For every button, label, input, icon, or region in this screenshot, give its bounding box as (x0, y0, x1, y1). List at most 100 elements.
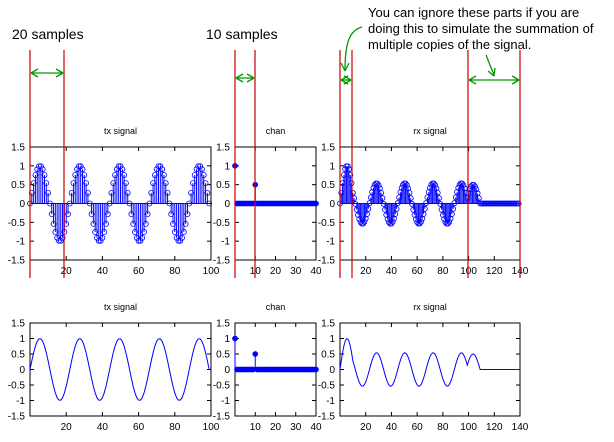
y-tick-label: 1 (329, 334, 335, 345)
plot-title: chan (266, 126, 286, 136)
x-tick-label: 100 (460, 422, 477, 433)
x-tick-label: 40 (310, 266, 322, 277)
sample-marker (166, 200, 173, 207)
y-tick-label: -1 (221, 396, 230, 407)
sample-marker (170, 220, 176, 227)
sample-marker (188, 189, 194, 196)
sample-marker (180, 229, 187, 235)
ten-samples-label: 10 samples (206, 26, 278, 42)
sample-marker (45, 189, 51, 196)
y-tick-label: 0.5 (11, 180, 25, 191)
y-tick-label: 1.5 (216, 319, 230, 330)
x-tick-label: 60 (133, 266, 145, 277)
sample-marker (121, 172, 128, 178)
y-tick-label: 1 (19, 161, 25, 172)
y-tick-label: -0.5 (8, 218, 26, 229)
x-tick-label: 40 (386, 266, 398, 277)
sample-marker (101, 229, 108, 235)
y-tick-label: 0.5 (321, 350, 335, 361)
plot-panel-5: chan 1.5 1 0.5 0 -0.5 -1 -1.5 10 20 30 40 (213, 302, 322, 433)
span-arrow (235, 73, 255, 83)
x-tick-label: 120 (486, 422, 503, 433)
sample-marker (113, 166, 120, 173)
sample-marker (48, 211, 55, 218)
sample-marker (110, 180, 117, 187)
sample-marker (182, 220, 189, 227)
sample-marker (117, 163, 124, 170)
sample-marker (432, 182, 439, 189)
sample-marker (515, 200, 522, 207)
sample-marker (70, 180, 77, 187)
x-tick-label: 100 (203, 266, 220, 277)
sample-marker (434, 189, 441, 196)
sample-marker (83, 180, 90, 187)
sample-marker (99, 234, 106, 241)
y-tick-label: -0.5 (213, 381, 231, 392)
plot-frame (29, 322, 212, 417)
y-tick-label: 0 (329, 365, 335, 376)
impulse-marker (313, 200, 319, 207)
sample-marker (74, 166, 80, 173)
sample-marker (459, 180, 466, 187)
sample-marker (85, 189, 91, 196)
note-line-1: You can ignore these parts if you are (368, 5, 579, 20)
y-tick-label: 1.5 (216, 143, 230, 154)
signal-series (339, 338, 519, 387)
y-tick-label: 0.5 (216, 180, 230, 191)
span-arrow (340, 75, 352, 85)
sample-marker (378, 189, 385, 196)
plot-panel-4: tx signal 1.5 1 0.5 0 -0.5 -1 -1.5 20 40 60 80 100 (8, 302, 220, 433)
y-tick-label: -0.5 (213, 218, 231, 229)
y-tick-label: -1.5 (213, 256, 231, 267)
y-tick-label: -1.5 (318, 412, 336, 423)
sample-marker (132, 229, 138, 235)
sample-marker (112, 172, 118, 178)
y-tick-label: 1 (224, 161, 230, 172)
overlay-layer (29, 26, 521, 278)
note-line-3: multiple copies of the signal. (368, 37, 531, 52)
sample-marker (65, 211, 71, 218)
sample-marker (184, 211, 191, 218)
sample-marker (104, 211, 111, 218)
y-tick-label: -1.5 (8, 256, 26, 267)
y-tick-label: 0.5 (321, 180, 335, 191)
y-tick-label: -1.5 (213, 412, 231, 423)
sample-marker (361, 218, 368, 225)
x-tick-label: 40 (97, 266, 109, 277)
sample-marker (460, 182, 467, 189)
span-arrow-head-right (55, 68, 64, 78)
sample-marker (57, 237, 64, 244)
sample-marker (119, 166, 126, 173)
sample-marker (195, 163, 202, 170)
sample-marker (388, 220, 395, 227)
note-pointer-arrowhead (340, 62, 350, 72)
sample-marker (418, 218, 424, 225)
sample-marker (30, 180, 37, 187)
span-arrow-head-right (511, 75, 520, 85)
y-tick-label: -0.5 (318, 218, 336, 229)
x-tick-label: 40 (386, 422, 398, 433)
y-tick-label: -0.5 (318, 381, 336, 392)
y-tick-label: 0.5 (216, 350, 230, 361)
sample-marker (200, 172, 207, 178)
y-tick-label: 0.5 (11, 350, 25, 361)
sample-marker (436, 195, 442, 202)
x-tick-label: 100 (460, 266, 477, 277)
sample-marker (90, 220, 97, 227)
sample-marker (115, 163, 122, 170)
sample-marker (402, 180, 409, 187)
span-arrow (30, 68, 64, 78)
sample-marker (204, 189, 211, 196)
sample-marker (445, 220, 451, 227)
sample-marker (108, 189, 115, 196)
sample-marker (124, 189, 131, 196)
note-pointer-arrowhead-2 (487, 67, 496, 77)
sample-marker (142, 220, 149, 227)
signal-series (27, 163, 213, 244)
impulse-marker (232, 335, 238, 342)
y-tick-label: -0.5 (8, 381, 26, 392)
sample-marker (123, 180, 129, 187)
x-tick-label: 30 (290, 422, 302, 433)
